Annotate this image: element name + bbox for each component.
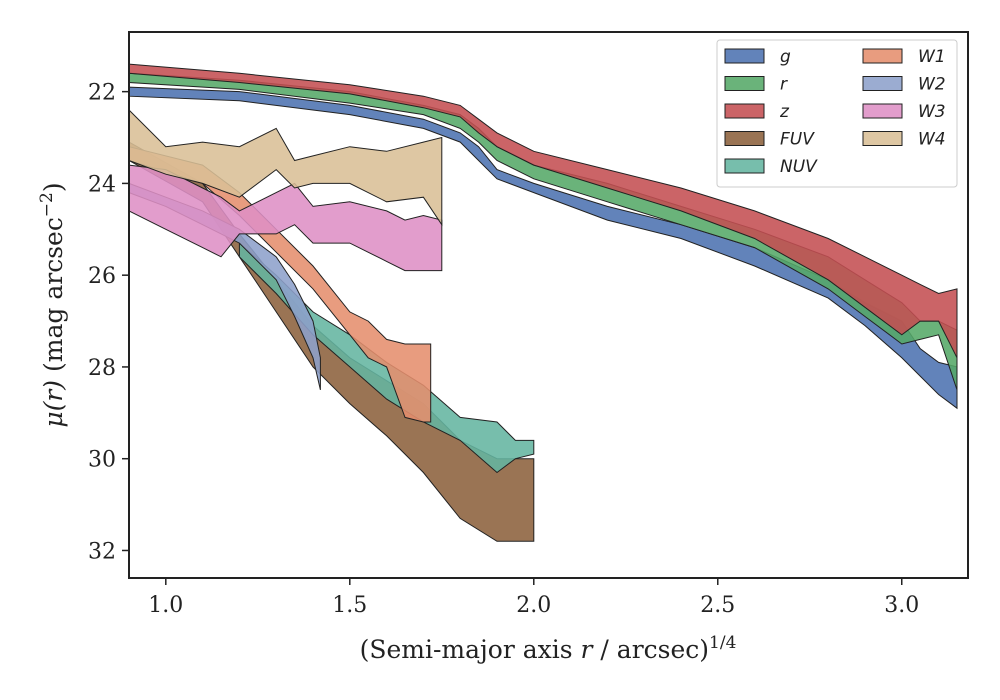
y-tick-label: 30 [88,448,116,473]
legend-label-fuv: FUV [780,130,815,150]
y-tick-label: 32 [88,539,116,564]
legend-swatch-fuv [724,131,765,146]
x-tick-label: 2.0 [516,593,551,618]
legend-swatch-nuv [724,158,765,174]
legend-swatch-w1 [862,48,903,64]
legend-swatch-r [724,76,765,91]
legend-swatch-w4 [862,131,903,146]
axes-frame [128,31,969,579]
legend-swatch-z [724,103,765,119]
legend-label-w1: W1 [918,47,946,67]
x-tick-label: 2.5 [700,593,735,618]
x-tick-label: 3.0 [884,593,919,618]
x-axis: 1.0 1.5 2.0 2.5 3.0 [148,578,919,618]
y-axis-label: μ(r) (mag arcsec−2) [37,182,68,427]
x-axis-label: (Semi-major axis r / arcsec)1/4 [360,633,737,664]
band-w3 [128,164,443,272]
legend-swatch-w3 [862,103,903,119]
legend-swatch-g [724,48,765,64]
band-g [128,86,958,410]
y-tick-label: 26 [88,264,116,289]
legend-label-w2: W2 [918,75,946,95]
band-w1 [128,146,432,423]
y-tick-label: 28 [88,356,116,381]
band-w4 [128,108,443,227]
x-tick-label: 1.0 [148,593,183,618]
y-axis: 22 24 26 28 30 32 [88,81,129,564]
plot-area [128,63,958,542]
y-tick-label: 24 [88,172,116,197]
legend: grz FUV NUV W1 W2 W3 W4 [716,39,958,188]
legend-label-w3: W3 [918,102,946,122]
legend-label-nuv: NUV [780,157,818,177]
legend-label-w4: W4 [918,130,946,150]
band-z [128,63,958,359]
legend-label-g: g [780,47,791,67]
y-tick-label: 22 [88,81,116,106]
x-tick-label: 1.5 [332,593,367,618]
legend-swatch-w2 [862,76,903,91]
legend-label-r: r [780,75,788,95]
legend-label-z: z [779,102,790,122]
